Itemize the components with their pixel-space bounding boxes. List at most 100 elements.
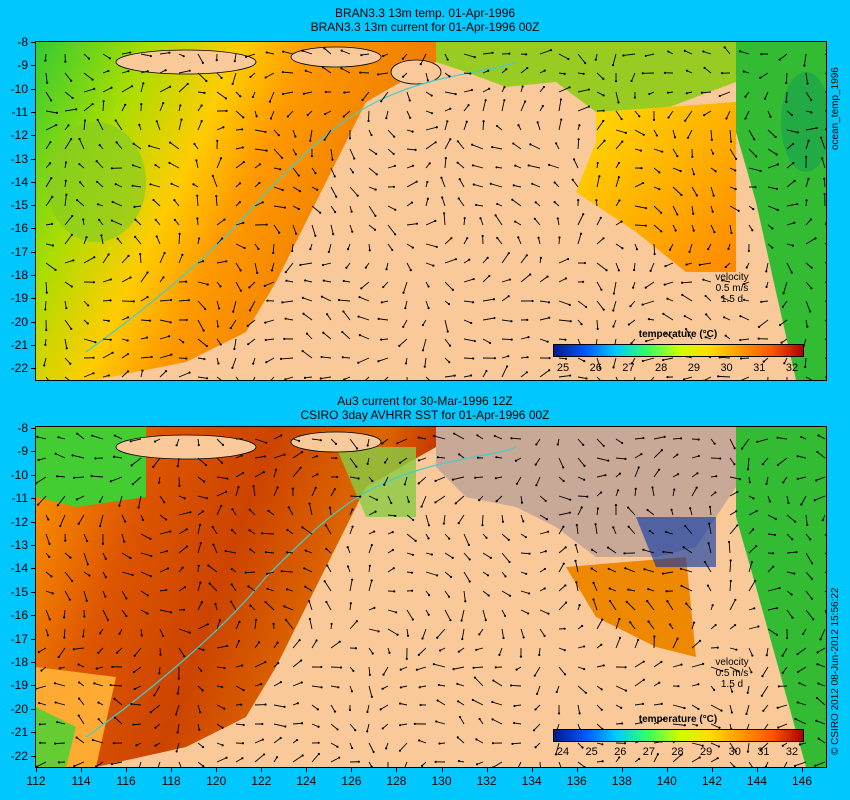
- current-arrow: [231, 357, 237, 368]
- current-arrow-head: [421, 323, 425, 327]
- current-arrow-head: [491, 742, 495, 745]
- current-arrow-head: [111, 200, 114, 204]
- current-arrow: [596, 357, 601, 369]
- current-arrow: [216, 620, 221, 630]
- current-arrow-head: [55, 111, 58, 115]
- current-arrow-head: [185, 318, 188, 322]
- current-arrow-head: [131, 164, 135, 167]
- current-arrow: [178, 511, 191, 516]
- current-arrow: [133, 143, 142, 150]
- current-arrow-head: [713, 688, 716, 692]
- current-arrow-head: [411, 246, 414, 249]
- current-arrow-head: [323, 580, 326, 583]
- current-arrow-head: [567, 57, 570, 61]
- current-arrow-head: [778, 58, 781, 61]
- current-arrow-head: [146, 295, 149, 299]
- current-arrow: [633, 262, 636, 271]
- current-arrow: [64, 91, 73, 99]
- current-arrow: [254, 661, 266, 668]
- current-arrow: [302, 297, 313, 302]
- current-arrow-head: [36, 687, 37, 691]
- current-arrow: [514, 722, 522, 725]
- current-arrow-head: [346, 546, 349, 549]
- current-arrow: [539, 49, 552, 55]
- current-arrow: [817, 663, 826, 668]
- current-arrow: [457, 683, 465, 687]
- current-arrow: [653, 449, 663, 459]
- current-arrow-head: [109, 683, 112, 687]
- current-arrow-head: [641, 359, 644, 363]
- current-arrow: [463, 357, 474, 359]
- current-arrow-head: [471, 164, 475, 167]
- current-arrow: [273, 681, 282, 687]
- current-arrow-head: [739, 357, 743, 360]
- current-arrow: [197, 476, 205, 483]
- current-arrow: [63, 628, 66, 638]
- current-arrow-head: [717, 375, 720, 378]
- current-arrow-head: [355, 465, 358, 468]
- current-arrow-head: [451, 288, 454, 291]
- current-arrow: [121, 353, 129, 359]
- current-arrow: [425, 262, 434, 267]
- current-arrow-head: [163, 251, 166, 255]
- current-arrow: [64, 215, 73, 226]
- current-arrow-head: [759, 76, 762, 79]
- current-arrow-head: [473, 339, 476, 343]
- panel2-title-line2: CSIRO 3day AVHRR SST for 01-Apr-1996 00Z: [300, 408, 550, 422]
- current-arrow: [475, 476, 484, 479]
- current-arrow-head: [564, 546, 567, 549]
- current-arrow-head: [796, 652, 799, 656]
- current-arrow-head: [471, 698, 474, 702]
- current-arrow-head: [562, 562, 565, 565]
- current-arrow-head: [785, 100, 788, 103]
- current-arrow: [235, 472, 244, 478]
- current-arrow-head: [214, 603, 217, 606]
- current-arrow: [805, 376, 813, 380]
- current-arrow-head: [93, 256, 96, 259]
- current-arrow-head: [744, 117, 747, 120]
- current-arrow-head: [285, 588, 289, 591]
- current-arrow-head: [620, 722, 624, 725]
- current-arrow-head: [104, 595, 107, 598]
- current-arrow: [685, 603, 693, 611]
- current-arrow-head: [73, 476, 76, 479]
- current-arrow-head: [275, 756, 279, 759]
- current-arrow-head: [651, 486, 654, 489]
- current-arrow: [112, 201, 123, 207]
- current-arrow-head: [434, 479, 437, 482]
- current-arrow-head: [731, 690, 734, 693]
- current-arrow-head: [199, 542, 202, 545]
- current-arrow-head: [715, 475, 718, 478]
- current-arrow-head: [434, 760, 437, 763]
- current-arrow: [767, 376, 769, 380]
- current-arrow-head: [249, 548, 252, 551]
- current-arrow: [777, 437, 788, 440]
- current-arrow-head: [411, 553, 415, 556]
- current-arrow: [215, 196, 218, 207]
- current-arrow-head: [86, 563, 89, 566]
- current-arrow: [805, 300, 811, 312]
- current-arrow-head: [703, 113, 706, 117]
- current-arrow: [117, 238, 123, 245]
- current-arrow: [134, 647, 142, 657]
- current-arrow-head: [562, 479, 565, 483]
- current-arrow: [473, 184, 484, 188]
- current-arrow: [45, 571, 52, 577]
- current-arrow-head: [793, 572, 796, 575]
- lat-tick-label-2: -21: [10, 725, 28, 740]
- current-arrow-head: [488, 341, 492, 344]
- current-arrow-head: [324, 524, 328, 527]
- current-arrow-head: [130, 702, 133, 706]
- current-arrow-head: [493, 434, 496, 438]
- current-arrow: [330, 205, 336, 213]
- current-arrow: [520, 255, 528, 264]
- current-arrow: [254, 619, 257, 630]
- current-arrow: [235, 147, 243, 150]
- current-arrow-head: [774, 135, 777, 139]
- current-arrow-head: [83, 119, 87, 122]
- current-arrow-head: [526, 66, 529, 70]
- current-arrow-head: [485, 369, 488, 373]
- current-arrow-head: [612, 309, 615, 312]
- current-arrow-head: [48, 542, 51, 546]
- current-arrow-head: [50, 575, 53, 578]
